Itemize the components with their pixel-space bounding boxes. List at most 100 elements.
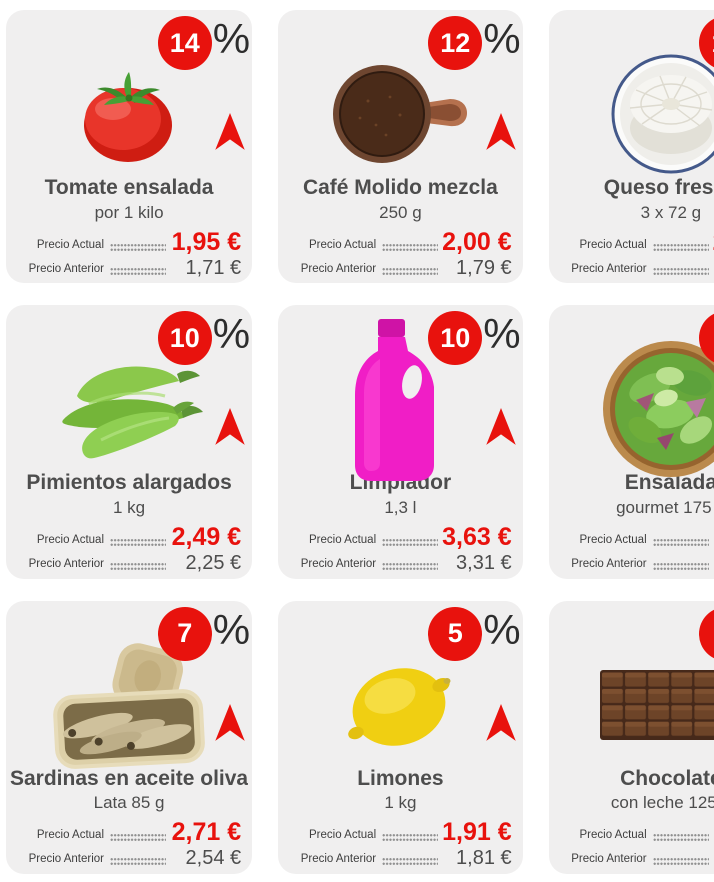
dotted-leader: [382, 266, 439, 276]
dotted-leader: [382, 537, 439, 547]
current-price-row: Precio Actual 2,49 €: [6, 522, 252, 551]
product-card[interactable]: 5 % Chocolate con leche 125 g Precio Act…: [548, 600, 714, 874]
discount-percent-value: 5: [428, 606, 483, 661]
dotted-leader: [382, 857, 439, 867]
percent-sign: %: [483, 310, 520, 358]
percent-sign: %: [212, 15, 250, 62]
current-price-row: Precio Actual 2,99 €: [549, 229, 714, 255]
current-price-row: Precio Actual 1,84 €: [549, 524, 714, 550]
previous-price-label: Precio Anterior: [28, 853, 104, 866]
current-price-value: 1,95 €: [171, 227, 242, 256]
product-card[interactable]: 10 % Pimientos alargados 1 kg Precio Act…: [6, 305, 253, 579]
percent-sign: %: [483, 15, 520, 62]
product-name: Pimientos alargados: [26, 471, 232, 495]
cleaner-bottle-image: [355, 319, 435, 482]
dotted-leader: [382, 833, 439, 843]
discount-percent-value: 11: [698, 16, 714, 70]
discount-badge: 5 %: [698, 606, 714, 661]
dotted-leader: [652, 833, 709, 843]
current-price-label: Precio Actual: [579, 533, 647, 546]
up-arrow-icon: [485, 407, 517, 447]
current-price-label: Precio Actual: [36, 533, 104, 546]
dotted-leader: [652, 537, 709, 547]
discount-percent-value: 10: [157, 311, 212, 366]
current-price-value: 2,00 €: [442, 227, 512, 256]
current-price-label: Precio Actual: [36, 829, 104, 842]
product-size: 250 g: [379, 202, 422, 222]
discount-percent-value: 5: [698, 606, 714, 661]
discount-badge: 10 %: [428, 310, 521, 366]
previous-price-value: 2,25 €: [185, 551, 242, 574]
previous-price-value: 2,54 €: [185, 847, 242, 870]
chocolate-bar-image: [599, 669, 714, 740]
product-size: Lata 85 g: [93, 793, 165, 813]
discount-badge: 11 %: [698, 16, 714, 70]
product-card[interactable]: 8 % Ensalada gourmet 17: [548, 305, 714, 579]
percent-sign: %: [483, 605, 520, 653]
coffee-cup-image: [333, 65, 468, 163]
up-arrow-icon: [214, 407, 246, 447]
product-name: Sardinas en aceite oliva: [10, 766, 249, 790]
previous-price-row: Precio Anterior 1,47 €: [549, 848, 714, 869]
current-price-label: Precio Actual: [309, 533, 377, 546]
product-name: Limones: [357, 766, 444, 790]
current-price-value: 2,49 €: [171, 522, 242, 551]
discount-percent-value: 8: [698, 311, 714, 366]
current-price-label: Precio Actual: [309, 829, 377, 842]
percent-sign: %: [212, 605, 250, 653]
previous-price-label: Precio Anterior: [28, 557, 104, 570]
product-image: [6, 337, 252, 481]
product-image: [278, 633, 523, 777]
previous-price-row: Precio Anterior 1,71 €: [6, 258, 252, 279]
dotted-leader: [382, 561, 439, 571]
current-price-value: 2,71 €: [171, 818, 242, 847]
current-price-value: 1,91 €: [442, 818, 512, 847]
previous-price-row: Precio Anterior 2,54 €: [6, 848, 252, 869]
discount-badge: 5 %: [428, 605, 521, 661]
current-price-label: Precio Actual: [579, 238, 647, 251]
previous-price-label: Precio Anterior: [28, 262, 104, 275]
current-price-row: Precio Actual 1,91 €: [278, 820, 523, 845]
discount-badge: 7 %: [157, 605, 250, 661]
dotted-leader: [110, 266, 166, 276]
product-size: por 1 kilo: [94, 202, 164, 222]
previous-price-row: Precio Anterior 3,31 €: [278, 553, 523, 574]
product-image: [549, 337, 714, 481]
product-size: gourmet 175 g: [616, 497, 714, 517]
discount-percent-value: 12: [428, 16, 483, 70]
product-name: Chocolate: [620, 766, 714, 790]
salad-bowl-image: [602, 341, 714, 478]
lemon-image: [348, 667, 451, 746]
product-image: [6, 42, 252, 186]
product-card[interactable]: 10 % Limpiador 1,3 l Precio Actual 3,63 …: [278, 305, 523, 579]
product-image: [6, 633, 252, 777]
previous-price-row: Precio Anterior 2,69 €: [549, 258, 714, 279]
current-price-row: Precio Actual 1,54 €: [549, 820, 714, 845]
cheese-image: [611, 54, 714, 174]
product-name: Queso fresco: [603, 176, 714, 199]
product-name: Ensalada: [624, 471, 714, 495]
product-card[interactable]: 5 % Limones 1 kg Precio Actual 1,91 € Pr…: [278, 600, 523, 874]
product-size: 1 kg: [112, 497, 146, 517]
product-name: Tomate ensalada: [44, 176, 214, 199]
up-arrow-icon: [485, 112, 517, 152]
current-price-row: Precio Actual 2,00 €: [278, 227, 523, 256]
previous-price-label: Precio Anterior: [300, 853, 377, 866]
product-size: 1 kg: [384, 793, 417, 813]
product-card[interactable]: 7 %: [6, 600, 253, 874]
up-arrow-icon: [214, 703, 246, 743]
green-peppers-image: [62, 366, 204, 459]
product-image: [549, 633, 714, 777]
previous-price-label: Precio Anterior: [571, 853, 647, 866]
dotted-leader: [652, 857, 709, 867]
up-arrow-icon: [485, 703, 517, 743]
product-card[interactable]: 12 % Café Molido mezcla 250 g Precio Act…: [278, 10, 523, 284]
dotted-leader: [110, 537, 166, 547]
current-price-row: Precio Actual 3,63 €: [278, 524, 523, 550]
current-price-value: 2,99 €: [713, 229, 714, 255]
product-image: [278, 319, 523, 482]
product-card[interactable]: 14 % Tomate ensalada por 1 kilo Precio A…: [6, 10, 253, 284]
product-card[interactable]: 11 % Queso fresco 3 x 72: [548, 10, 714, 284]
product-size: 3 x 72 g: [640, 202, 702, 222]
